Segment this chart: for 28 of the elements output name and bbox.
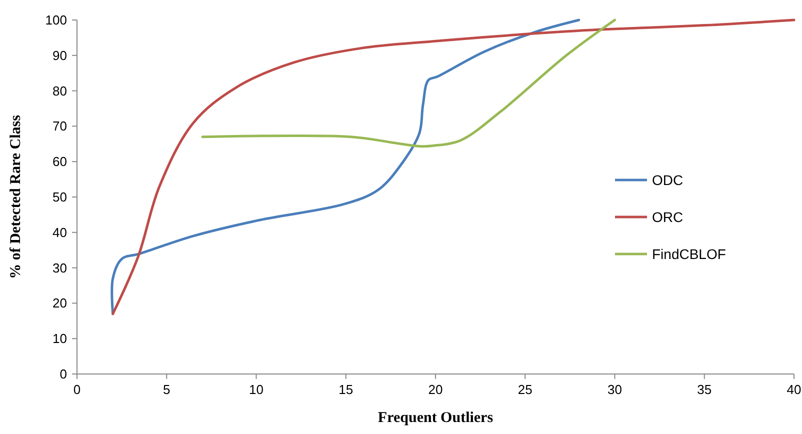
line-series xyxy=(201,18,616,148)
x-axis-title: Frequent Outliers xyxy=(378,410,494,426)
y-tick-label: 70 xyxy=(52,118,67,134)
line-series xyxy=(112,18,796,316)
x-tick-label: 25 xyxy=(518,382,532,397)
y-tick-label: 20 xyxy=(52,296,67,311)
y-tick-label: 60 xyxy=(52,154,67,170)
y-tick-label: 30 xyxy=(52,260,67,276)
x-tick-label: 35 xyxy=(697,382,712,397)
legend-label: FindCBLOF xyxy=(652,246,726,262)
legend-label: ORC xyxy=(652,209,684,225)
y-tick-label: 50 xyxy=(52,190,67,204)
y-axis-title: % of Detected Rare Class xyxy=(8,114,24,279)
x-tick-label: 30 xyxy=(608,382,622,397)
x-tick-label: 40 xyxy=(786,382,802,397)
y-tick-label: 40 xyxy=(52,224,67,240)
y-tick-label: 10 xyxy=(52,331,67,346)
legend-label: ODC xyxy=(652,172,684,188)
x-tick-label: 10 xyxy=(249,382,264,397)
x-tick-label: 20 xyxy=(428,382,443,397)
line-series xyxy=(110,18,580,316)
x-tick-label: 5 xyxy=(163,382,170,397)
y-tick-label: 80 xyxy=(52,83,67,98)
y-tick-label: 0 xyxy=(60,366,67,382)
y-tick-label: 100 xyxy=(45,12,67,28)
x-tick-label: 15 xyxy=(338,382,354,397)
x-tick-label: 0 xyxy=(73,382,81,397)
y-tick-label: 90 xyxy=(52,48,67,63)
